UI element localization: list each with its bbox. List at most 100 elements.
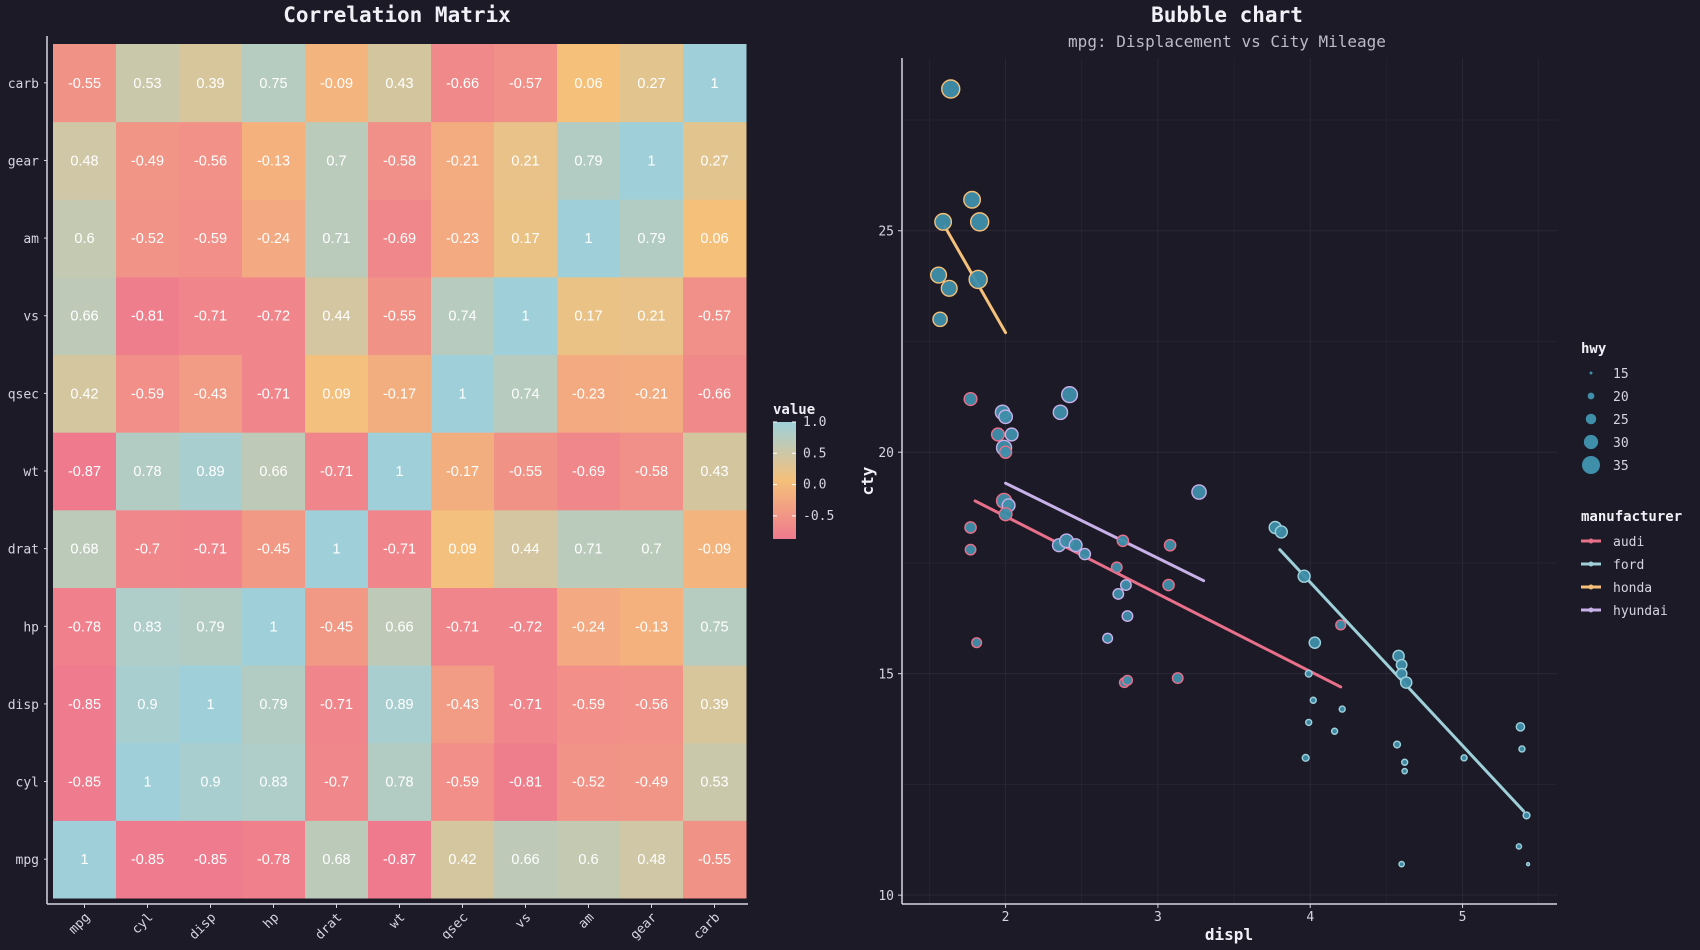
bubble-point [1119, 579, 1132, 592]
heatmap-cell-label: 1 [710, 76, 718, 92]
bubble-point [1060, 386, 1079, 404]
heatmap-y-tick-label: vs [23, 310, 39, 325]
heatmap-cell [242, 742, 306, 821]
heatmap-cell-label: -0.71 [320, 697, 353, 713]
heatmap-cell-label: 0.48 [70, 153, 98, 169]
heatmap-cell [305, 276, 369, 356]
heatmap-cell-label: 0.21 [637, 309, 665, 325]
heatmap-cell-label: 1 [584, 231, 592, 247]
heatmap-cell-label: -0.81 [131, 309, 164, 325]
heatmap-cell [431, 44, 495, 123]
heatmap-cell [494, 432, 558, 511]
bubble-point [1078, 547, 1092, 561]
heatmap-cell-label: -0.21 [635, 386, 668, 402]
bubble-point [1191, 484, 1207, 500]
heatmap-cell [683, 742, 747, 821]
size-legend-symbol [1589, 371, 1593, 375]
heatmap-cell-label: 0.53 [700, 775, 728, 791]
heatmap-cell [620, 820, 684, 899]
heatmap-cell-label: 0.43 [700, 464, 728, 480]
bubble-point [941, 79, 961, 99]
heatmap-cell-label: -0.7 [135, 542, 160, 558]
heatmap-cell-label: -0.85 [68, 775, 101, 791]
colorbar-gradient [773, 422, 796, 539]
heatmap-y-tick-label: hp [23, 620, 39, 635]
heatmap-cell [683, 44, 747, 123]
heatmap-cell [179, 199, 243, 278]
bubble-point [1304, 669, 1313, 678]
heatmap-cell [557, 121, 621, 200]
heatmap-cell-label: 0.75 [259, 76, 287, 92]
bubble-y-axis-label: cty [858, 466, 877, 495]
heatmap-cell [242, 121, 306, 200]
bubble-x-axis-label: displ [1205, 925, 1253, 944]
heatmap-cell [683, 276, 747, 356]
heatmap-cell-label: 0.89 [385, 697, 413, 713]
heatmap-cell [116, 820, 180, 899]
heatmap-cell-label: -0.85 [194, 852, 227, 868]
heatmap-cell-label: -0.49 [635, 775, 668, 791]
bubble-x-ticks: 2 3 4 5 [1002, 904, 1466, 925]
heatmap-cell-label: -0.78 [68, 619, 101, 635]
heatmap-cell [431, 742, 495, 821]
heatmap-cell [116, 509, 180, 588]
heatmap-title: Correlation Matrix [283, 3, 511, 27]
bubble-point [1398, 860, 1405, 868]
heatmap-cell-label: -0.55 [698, 852, 731, 868]
heatmap-cell-label: 0.44 [322, 309, 350, 325]
heatmap-cell [116, 354, 180, 433]
bubble-y-ticks: 10 15 20 25 [878, 225, 902, 904]
heatmap-cell-label: 0.79 [196, 619, 224, 635]
heatmap-cell-label: 1 [521, 309, 529, 325]
heatmap-cell-label: 0.78 [133, 464, 161, 480]
bubble-point [1171, 672, 1184, 685]
bubble-point [1309, 696, 1317, 704]
heatmap-cell [305, 742, 369, 821]
heatmap-y-tick-label: wt [23, 465, 39, 480]
heatmap-cell [431, 665, 495, 744]
heatmap-cell [557, 820, 621, 899]
heatmap-cell-label: -0.69 [383, 231, 416, 247]
heatmap-cell-label: -0.87 [68, 464, 101, 480]
heatmap-cell-label: -0.13 [635, 619, 668, 635]
heatmap-cell [242, 509, 306, 588]
heatmap-cell-label: 0.53 [133, 76, 161, 92]
bubble-point [1305, 718, 1313, 727]
color-legend-label: ford [1613, 558, 1644, 573]
heatmap-cell [53, 665, 117, 744]
bubble-point [1110, 561, 1123, 574]
colorbar-tick-label: -0.5 [803, 509, 834, 524]
heatmap-cell-label: 0.66 [511, 852, 539, 868]
heatmap-cell [368, 665, 432, 744]
bubble-color-legend: manufacturer audi ford honda hyundai [1581, 509, 1682, 619]
bubble-point [1330, 727, 1339, 735]
color-legend-dot [1588, 607, 1594, 613]
heatmap-cell-label: -0.52 [131, 231, 164, 247]
bubble-point [1518, 745, 1526, 753]
heatmap-cell [53, 742, 117, 821]
size-legend-label: 35 [1613, 459, 1629, 474]
bubble-point [1525, 861, 1531, 867]
colorbar-title: value [773, 402, 815, 418]
heatmap-cell-label: -0.85 [131, 852, 164, 868]
heatmap-cell [305, 432, 369, 511]
bubble-point [963, 190, 982, 209]
color-legend-dot [1588, 538, 1594, 544]
bubble-size-legend: hwy 15 20 25 30 35 [1581, 341, 1629, 474]
heatmap-cell [494, 587, 558, 666]
bubble-point [1162, 578, 1175, 592]
heatmap-cell [683, 432, 747, 511]
heatmap-cell [305, 509, 369, 588]
heatmap-cell [494, 742, 558, 821]
heatmap-cell-label: 0.75 [700, 619, 728, 635]
heatmap-cell-label: 1 [206, 697, 214, 713]
bubble-y-tick-label: 20 [878, 446, 894, 461]
heatmap-cell-label: -0.78 [257, 852, 290, 868]
heatmap-cell-label: -0.24 [572, 619, 605, 635]
bubble-point [1308, 636, 1322, 649]
heatmap-cell-label: 0.68 [322, 852, 350, 868]
bubble-x-tick-label: 2 [1002, 910, 1010, 925]
bubble-point [990, 427, 1006, 442]
heatmap-cell [53, 121, 117, 200]
heatmap-cell [116, 432, 180, 511]
